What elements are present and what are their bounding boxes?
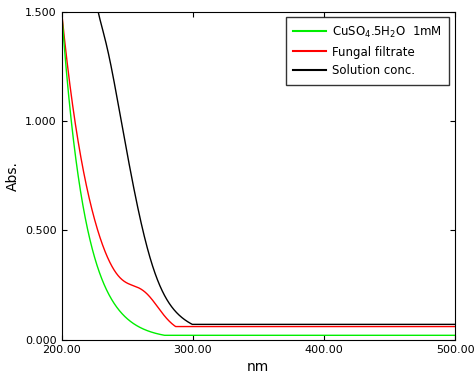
Legend: CuSO$_4$.5H$_2$O  1mM, Fungal filtrate, Solution conc.: CuSO$_4$.5H$_2$O 1mM, Fungal filtrate, S… [286,17,449,85]
X-axis label: nm: nm [247,360,269,374]
Y-axis label: Abs.: Abs. [6,161,19,191]
